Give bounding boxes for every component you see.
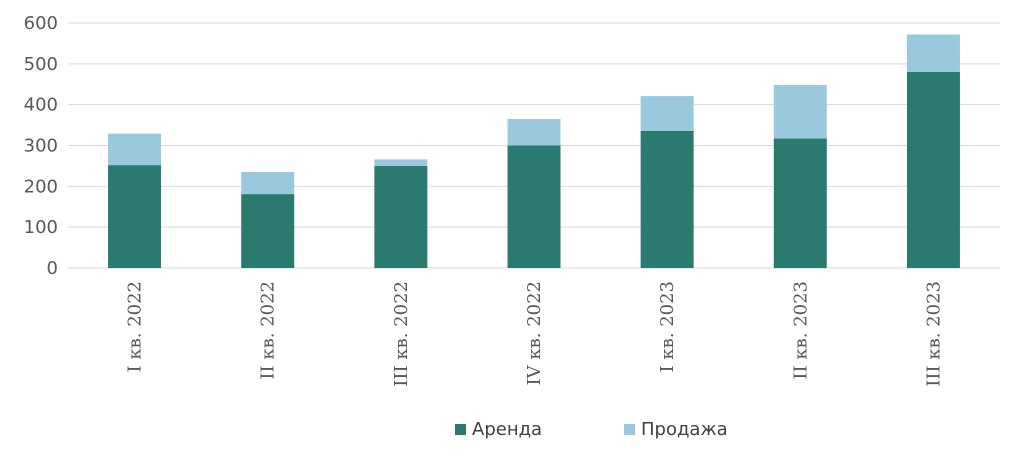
y-tick-label: 0 — [47, 258, 58, 279]
bar-segment-arenda — [906, 72, 960, 268]
y-tick-label: 400 — [24, 95, 58, 116]
bar-segment-prodazha — [640, 96, 694, 131]
y-tick-label: 600 — [24, 13, 58, 34]
x-category-label: II кв. 2023 — [790, 281, 811, 380]
bar-segment-prodazha — [906, 34, 960, 72]
x-category-label: III кв. 2022 — [391, 281, 412, 387]
bar-segment-prodazha — [507, 118, 561, 146]
x-category-label: IV кв. 2022 — [524, 281, 545, 385]
bar-segment-arenda — [640, 130, 694, 268]
legend-label-arenda: Аренда — [472, 419, 542, 440]
x-category-label: II кв. 2022 — [258, 281, 279, 380]
x-axis-category-labels: I кв. 2022 II кв. 2022 III кв. 2022 IV кв. … — [125, 281, 945, 387]
bars — [108, 34, 960, 268]
bar-segment-prodazha — [773, 85, 827, 139]
y-tick-label: 100 — [24, 217, 58, 238]
y-tick-label: 200 — [24, 176, 58, 197]
y-tick-label: 500 — [24, 54, 58, 75]
legend-swatch-arenda — [455, 424, 466, 435]
y-axis-tick-labels: 0 100 200 300 400 500 600 — [24, 13, 58, 279]
bar-segment-arenda — [108, 165, 162, 268]
y-tick-label: 300 — [24, 136, 58, 157]
bar-segment-prodazha — [374, 159, 428, 166]
bar-segment-prodazha — [108, 133, 162, 166]
x-category-label: I кв. 2022 — [125, 281, 146, 372]
legend-swatch-prodazha — [624, 424, 635, 435]
legend-label-prodazha: Продажа — [641, 419, 728, 440]
bar-segment-arenda — [507, 145, 561, 268]
x-category-label: III кв. 2023 — [923, 281, 944, 387]
bar-segment-arenda — [241, 194, 295, 268]
legend: Аренда Продажа — [455, 419, 728, 440]
bar-segment-prodazha — [241, 172, 295, 195]
x-category-label: I кв. 2023 — [657, 281, 678, 372]
bar-segment-arenda — [773, 138, 827, 268]
bar-segment-arenda — [374, 165, 428, 268]
